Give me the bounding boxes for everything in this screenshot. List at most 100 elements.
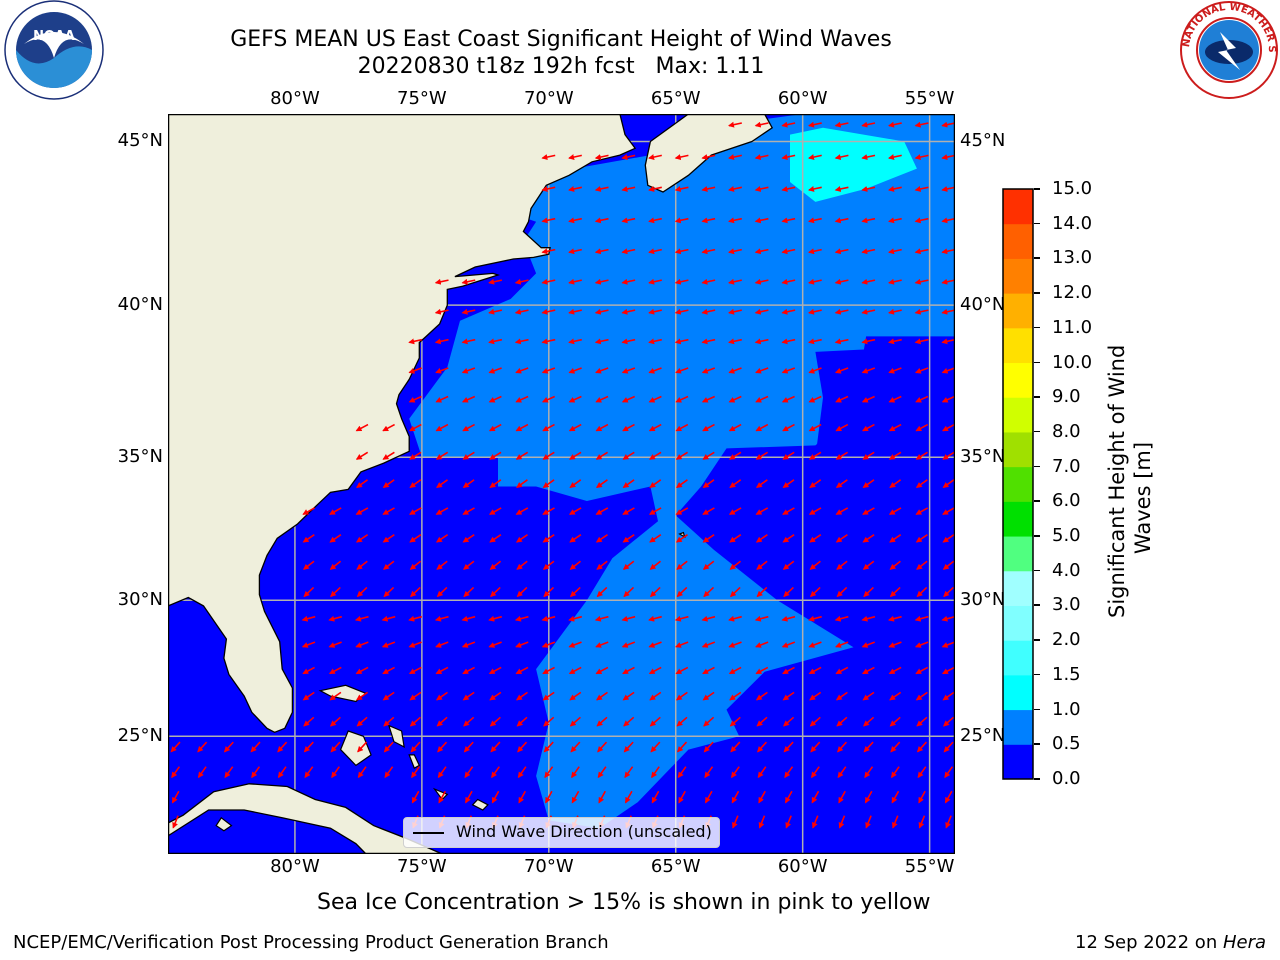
wind-wave-arrow <box>754 154 769 160</box>
wind-wave-arrow <box>569 691 582 701</box>
wind-wave-arrow <box>861 395 875 403</box>
wind-wave-arrow <box>701 338 716 345</box>
wind-wave-arrow <box>889 560 901 570</box>
wind-wave-arrow <box>623 716 635 727</box>
wind-wave-arrow <box>595 691 608 701</box>
wind-wave-arrow <box>621 615 636 622</box>
wind-wave-arrow <box>648 423 662 432</box>
wind-wave-arrow <box>676 716 688 727</box>
wind-wave-arrow <box>355 507 369 515</box>
wind-wave-arrow <box>409 507 422 515</box>
wind-wave-arrow <box>861 186 876 192</box>
wind-wave-arrow <box>569 534 582 543</box>
wind-wave-arrow <box>888 395 902 403</box>
wind-wave-arrow <box>410 586 421 598</box>
wind-wave-arrow <box>756 586 768 598</box>
wind-wave-arrow <box>355 641 369 648</box>
wind-wave-arrow <box>808 121 822 128</box>
wind-wave-arrow <box>701 154 716 160</box>
wind-wave-arrow <box>861 641 875 648</box>
wind-wave-arrow <box>701 278 716 285</box>
wind-wave-arrow <box>888 338 902 345</box>
wind-wave-arrow <box>730 766 740 779</box>
wind-wave-arrow <box>621 395 636 403</box>
wind-wave-arrow <box>408 666 422 675</box>
lat-tick-right: 45°N <box>960 130 1006 152</box>
wind-wave-arrow <box>384 766 394 779</box>
colorbar-tick-label: 0.5 <box>1052 733 1081 755</box>
wind-wave-arrow <box>517 741 528 753</box>
wind-wave-arrow <box>915 507 929 515</box>
footer-date-text: 12 Sep 2022 on <box>1075 932 1223 953</box>
wind-wave-arrow <box>674 338 689 345</box>
wind-wave-arrow <box>489 479 502 489</box>
wind-wave-arrow <box>328 666 342 675</box>
wind-wave-arrow <box>383 586 395 598</box>
wind-wave-arrow <box>701 395 716 403</box>
wind-wave-arrow <box>916 586 928 598</box>
colorbar-tick-mark <box>1034 257 1040 259</box>
colorbar-segment <box>1003 674 1033 711</box>
wind-wave-arrow <box>834 338 849 345</box>
wind-wave-arrow <box>488 423 502 432</box>
wind-wave-arrow <box>568 248 582 255</box>
sea-ice-note: Sea Ice Concentration > 15% is shown in … <box>317 890 931 915</box>
wind-wave-arrow <box>434 308 449 315</box>
wind-wave-arrow <box>835 451 849 460</box>
wind-wave-arrow <box>889 586 901 598</box>
wind-wave-arrow <box>356 716 368 727</box>
wind-wave-arrow <box>542 666 555 675</box>
wind-wave-arrow <box>541 186 556 192</box>
wind-wave-arrow <box>808 641 822 648</box>
wind-wave-arrow <box>515 423 529 432</box>
wind-wave-arrow <box>915 666 929 675</box>
lat-tick-right: 30°N <box>960 589 1006 611</box>
wind-wave-arrow <box>864 790 873 804</box>
wind-wave-arrow <box>755 479 768 489</box>
wind-wave-arrow <box>914 217 929 224</box>
colorbar-tick-mark <box>1034 639 1040 641</box>
colorbar-tick-label: 5.0 <box>1052 525 1081 547</box>
wind-wave-arrow <box>355 666 369 675</box>
colorbar-segment <box>1003 189 1033 225</box>
chart-subtitle: 20220830 t18z 192h fcst Max: 1.11 <box>357 54 765 79</box>
colorbar-segment <box>1003 327 1033 364</box>
wind-wave-arrow <box>621 248 636 255</box>
island-land <box>387 724 405 748</box>
wind-wave-arrow <box>834 367 849 374</box>
wind-wave-arrow <box>888 367 902 374</box>
colorbar-segment <box>1003 362 1033 398</box>
wind-wave-arrow <box>223 741 234 753</box>
wind-wave-arrow <box>783 741 794 753</box>
wind-wave-arrow <box>703 741 714 753</box>
wind-wave-arrow <box>704 790 713 804</box>
wind-wave-arrow <box>674 154 689 160</box>
wind-wave-arrow <box>755 423 769 432</box>
wind-wave-arrow <box>808 615 822 622</box>
wind-wave-arrow <box>754 338 769 345</box>
wind-wave-arrow <box>649 479 662 489</box>
lat-tick-right: 35°N <box>960 446 1006 468</box>
wind-wave-arrow <box>597 766 607 779</box>
wind-wave-arrow <box>862 666 875 675</box>
wind-wave-arrow <box>675 395 689 403</box>
colorbar-tick-label: 2.0 <box>1052 629 1081 651</box>
wind-wave-arrow <box>541 217 556 224</box>
wind-wave-arrow <box>781 395 795 403</box>
wind-wave-arrow <box>785 815 792 829</box>
wind-wave-arrow <box>754 278 769 285</box>
wind-wave-arrow <box>383 716 395 727</box>
wind-wave-arrow <box>514 615 529 622</box>
colorbar <box>1002 188 1034 780</box>
wind-wave-arrow <box>758 815 766 829</box>
wind-wave-arrow <box>515 451 529 460</box>
wind-wave-arrow <box>810 766 820 779</box>
lon-tick-top: 55°W <box>904 88 955 109</box>
legend-line-icon <box>413 832 444 834</box>
wind-wave-arrow <box>649 534 662 543</box>
wind-wave-arrow <box>862 534 875 543</box>
wind-wave-arrow <box>435 641 449 648</box>
wind-wave-arrow <box>702 423 715 432</box>
wind-wave-arrow <box>623 586 635 598</box>
wind-wave-arrow <box>436 716 448 727</box>
